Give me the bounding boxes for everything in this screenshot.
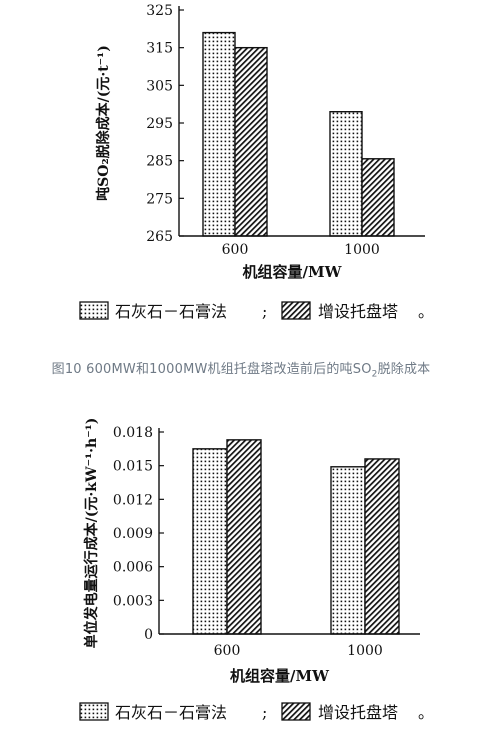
y-tick-label: 295 <box>146 116 173 132</box>
legend-label-tray-tower: 增设托盘塔 <box>318 302 398 321</box>
y-tick-label: 325 <box>146 3 173 19</box>
legend-swatch-dots <box>79 301 109 320</box>
y-axis-title: 吨SO₂脱除成本/(元·t⁻¹) <box>95 45 112 201</box>
x-tick-label: 600 <box>222 242 249 258</box>
chart-unit-operating-cost: 0 0.003 0.006 0.009 0.012 0.015 0.018 600 1000 机组… <box>79 418 434 722</box>
caption-prefix: 图10 600MW和1000MW机组托盘塔改造前后的吨SO <box>51 362 372 377</box>
y-tick-label: 0.006 <box>113 560 153 576</box>
y-tick-label: 0.018 <box>113 425 153 441</box>
bar-600-series-1 <box>234 46 268 237</box>
legend-swatch-hatch <box>281 301 311 320</box>
legend: 石灰石－石膏法; 增设托盘塔 。 <box>79 702 434 722</box>
legend-period: 。 <box>418 703 434 722</box>
legend-period: 。 <box>418 302 434 321</box>
caption-subscript: 2 <box>371 369 378 380</box>
legend-separator: ; <box>262 703 267 722</box>
y-tick-label: 0.009 <box>113 526 153 542</box>
bar-1000-series-0 <box>329 110 363 237</box>
y-tick-label: 0.003 <box>113 593 153 609</box>
legend-swatch-dots <box>79 702 109 721</box>
y-tick-label: 285 <box>146 154 173 170</box>
figure-caption: 图10 600MW和1000MW机组托盘塔改造前后的吨SO2脱除成本 <box>0 358 482 380</box>
x-axis-title: 机组容量/MW <box>230 667 330 685</box>
bar-600-series-1 <box>226 439 262 635</box>
y-tick-label: 275 <box>146 191 173 207</box>
bar-1000-series-0 <box>330 466 366 635</box>
bar-600-series-0 <box>192 448 228 635</box>
x-tick-label: 1000 <box>347 643 383 659</box>
legend-label-limestone: 石灰石－石膏法 <box>115 703 227 722</box>
x-axis-title: 机组容量/MW <box>243 263 343 281</box>
legend-label-limestone: 石灰石－石膏法 <box>115 302 227 321</box>
y-tick-label: 265 <box>146 229 173 245</box>
legend-swatch-hatch <box>281 702 311 721</box>
caption-suffix: 脱除成本 <box>377 362 431 377</box>
y-tick-label: 315 <box>146 41 173 57</box>
y-axis-title: 单位发电量运行成本/(元·kW⁻¹·h⁻¹) <box>83 418 100 649</box>
legend-separator: ; <box>262 302 267 321</box>
y-tick-label: 0.015 <box>113 459 153 475</box>
bar-600-series-0 <box>202 31 236 237</box>
x-tick-label: 1000 <box>344 242 380 258</box>
bar-1000-series-1 <box>364 458 400 635</box>
legend: 石灰石－石膏法; 增设托盘塔 。 <box>79 301 434 321</box>
y-tick-label: 0 <box>144 627 153 643</box>
x-tick-label: 600 <box>214 643 241 659</box>
bar-1000-series-1 <box>361 158 395 237</box>
y-tick-label: 305 <box>146 78 173 94</box>
legend-label-tray-tower: 增设托盘塔 <box>318 703 398 722</box>
y-tick-label: 0.012 <box>113 492 153 508</box>
